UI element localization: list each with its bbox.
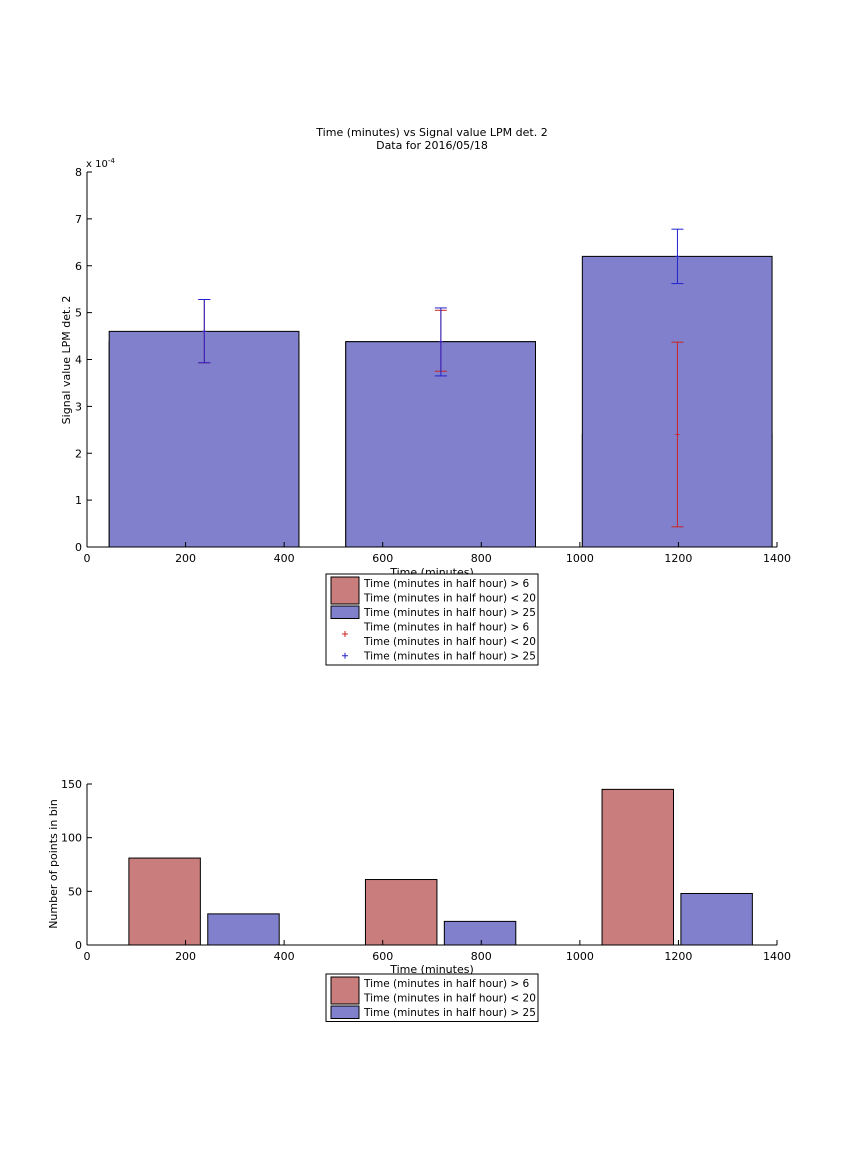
chart1-bar-s1-1 [345, 341, 536, 548]
chart1-x-tick-label-0: 0 [84, 552, 91, 565]
chart2-legend-label-0-0: Time (minutes in half hour) > 6 [363, 978, 530, 990]
chart2-y-tick-label-1: 50 [68, 885, 82, 898]
chart2-bar-s0-0 [128, 857, 201, 946]
chart2-legend-label-1-0: Time (minutes in half hour) > 25 [363, 1007, 536, 1019]
chart2-bar-s1-1 [443, 920, 517, 946]
chart1-title: Time (minutes) vs Signal value LPM det. … [315, 126, 547, 139]
chart1-legend: Time (minutes in half hour) > 6 Time (min… [325, 573, 539, 666]
chart1-x-tick-label-3: 600 [372, 552, 393, 565]
chart2-legend-patch-1 [330, 1005, 360, 1019]
chart2-x-tick-label-0: 0 [84, 950, 91, 963]
chart1-x-tick-label-5: 1000 [566, 552, 594, 565]
chart1-y-exponent-power: -4 [108, 157, 116, 165]
chart1-y-tick-label-0: 0 [75, 541, 82, 554]
chart1-legend-label-2-0: Time (minutes in half hour) > 6 [363, 622, 530, 634]
chart2-legend-label-0-1: Time (minutes in half hour) < 20 [363, 993, 536, 1005]
chart1-x-tick-label-6: 1200 [664, 552, 692, 565]
chart2-x-tick-label-3: 600 [372, 950, 393, 963]
chart1-legend-box [325, 573, 539, 666]
chart2-y-tick-label-0: 0 [75, 939, 82, 952]
chart2-x-tick-label-6: 1200 [664, 950, 692, 963]
chart1-y-axis-label: Signal value LPM det. 2 [60, 296, 73, 425]
chart1-legend-label-3-0: Time (minutes in half hour) > 25 [363, 651, 536, 663]
chart1-plot-area: 0 200 400 600 800 1000 1200 1400 0 1 2 3 4 5 6 7 8 [75, 166, 791, 565]
chart2-bar-s0-1 [364, 879, 438, 946]
chart1-y-tick-label-7: 7 [75, 213, 82, 226]
chart2-plot-area: 0 200 400 600 800 1000 1200 1400 0 50 100 150 [61, 778, 791, 963]
chart1-legend-label-0-1: Time (minutes in half hour) < 20 [363, 593, 536, 605]
chart1-y-tick-label-4: 4 [75, 354, 82, 367]
chart1-x-tick-label-1: 200 [175, 552, 196, 565]
chart2-y-axis-label: Number of points in bin [47, 799, 60, 929]
chart1-y-tick-label-8: 8 [75, 166, 82, 179]
chart1-legend-label-0-0: Time (minutes in half hour) > 6 [363, 578, 530, 590]
chart2-x-tick-label-1: 200 [175, 950, 196, 963]
chart1-y-tick-label-3: 3 [75, 400, 82, 413]
chart2-bar-s0-2 [601, 788, 674, 946]
chart1-legend-patch-0 [330, 576, 360, 605]
chart2-bar-s1-2 [680, 892, 753, 946]
chart1-legend-label-1-0: Time (minutes in half hour) > 25 [363, 607, 536, 619]
chart2-y-tick-label-3: 150 [61, 778, 82, 791]
chart2-x-tick-label-4: 800 [471, 950, 492, 963]
chart1-x-tick-label-4: 800 [471, 552, 492, 565]
chart1-subtitle: Data for 2016/05/18 [376, 139, 488, 152]
chart2-y-tick-label-2: 100 [61, 832, 82, 845]
chart1-bar-s1-0 [108, 330, 300, 548]
chart1-y-tick-label-5: 5 [75, 307, 82, 320]
chart2-legend-patch-0 [330, 976, 360, 1005]
chart1-y-exponent-base: x 10 [86, 159, 108, 170]
chart1-legend-label-2-1: Time (minutes in half hour) < 20 [363, 636, 536, 648]
chart1-y-tick-label-2: 2 [75, 447, 82, 460]
chart1-y-tick-label-6: 6 [75, 260, 82, 273]
chart1-x-tick-label-2: 400 [274, 552, 295, 565]
chart1-legend-patch-1 [330, 605, 360, 619]
chart2-x-tick-label-5: 1000 [566, 950, 594, 963]
chart2-bar-s1-0 [207, 913, 280, 946]
chart1-x-tick-label-7: 1400 [763, 552, 791, 565]
chart2-x-axis-label: Time (minutes) [389, 963, 474, 976]
chart2-x-tick-label-2: 400 [274, 950, 295, 963]
chart2-x-tick-label-7: 1400 [763, 950, 791, 963]
chart1-y-tick-label-1: 1 [75, 494, 82, 507]
chart2-legend-box [325, 973, 539, 1022]
chart2-legend: Time (minutes in half hour) > 6 Time (min… [325, 973, 539, 1022]
chart1-y-exponent: x 10-4 [86, 157, 115, 170]
